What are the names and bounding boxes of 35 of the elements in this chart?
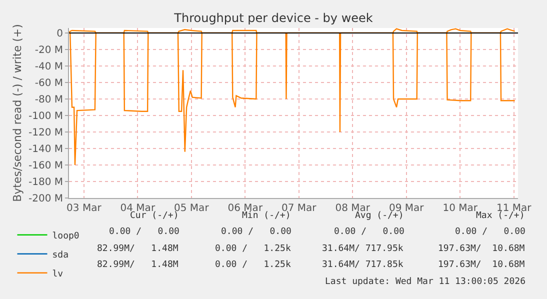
y-tick-label: -80 M (34, 94, 63, 106)
text: 31.64M/ 717.95k (322, 244, 404, 254)
text: 0.00 / 0.00 (109, 227, 180, 237)
y-tick-label: 0 (56, 28, 63, 40)
x-tick-label: 03 Mar (66, 203, 102, 214)
text: Avg (-/+) (355, 211, 404, 221)
text: 0.00 / 0.00 (221, 227, 292, 237)
text: Last update: Wed Mar 11 13:00:05 2026 (325, 277, 526, 287)
y-tick-label: -60 M (34, 78, 63, 89)
y-tick-label: -160 M (28, 160, 63, 172)
y-axis-title: Bytes/second read (-) / write (+) (11, 24, 24, 202)
y-tick-label: -40 M (34, 61, 63, 72)
text: 0.00 / 1.25k (215, 244, 292, 254)
chart-title: Throughput per device - by week (173, 11, 373, 26)
text: 82.99M/ 1.48M (97, 244, 179, 254)
legend-label: lv (52, 269, 64, 280)
legend-label: sda (52, 250, 69, 260)
y-tick-label: -120 M (28, 127, 63, 138)
text: Max (-/+) (476, 211, 525, 221)
text: 197.63M/ 10.68M (438, 244, 526, 254)
text: Cur (-/+) (130, 211, 179, 221)
text: 0.00 / 0.00 (455, 227, 526, 237)
y-tick-label: -180 M (28, 177, 63, 188)
text: 197.63M/ 10.68M (438, 260, 526, 270)
text: 0.00 / 1.25k (215, 260, 292, 270)
text: 31.64M/ 717.85k (322, 260, 404, 270)
x-tick-label: 05 Mar (174, 203, 210, 214)
text: 0.00 / 0.00 (334, 227, 404, 237)
text: Min (-/+) (242, 211, 291, 221)
text: 82.99M/ 1.48M (97, 260, 179, 270)
y-tick-label: -140 M (28, 144, 63, 155)
y-tick-label: -100 M (28, 110, 63, 122)
y-tick-label: -20 M (34, 44, 63, 56)
legend-label: loop0 (52, 231, 80, 242)
y-tick-label: -200 M (28, 194, 63, 204)
